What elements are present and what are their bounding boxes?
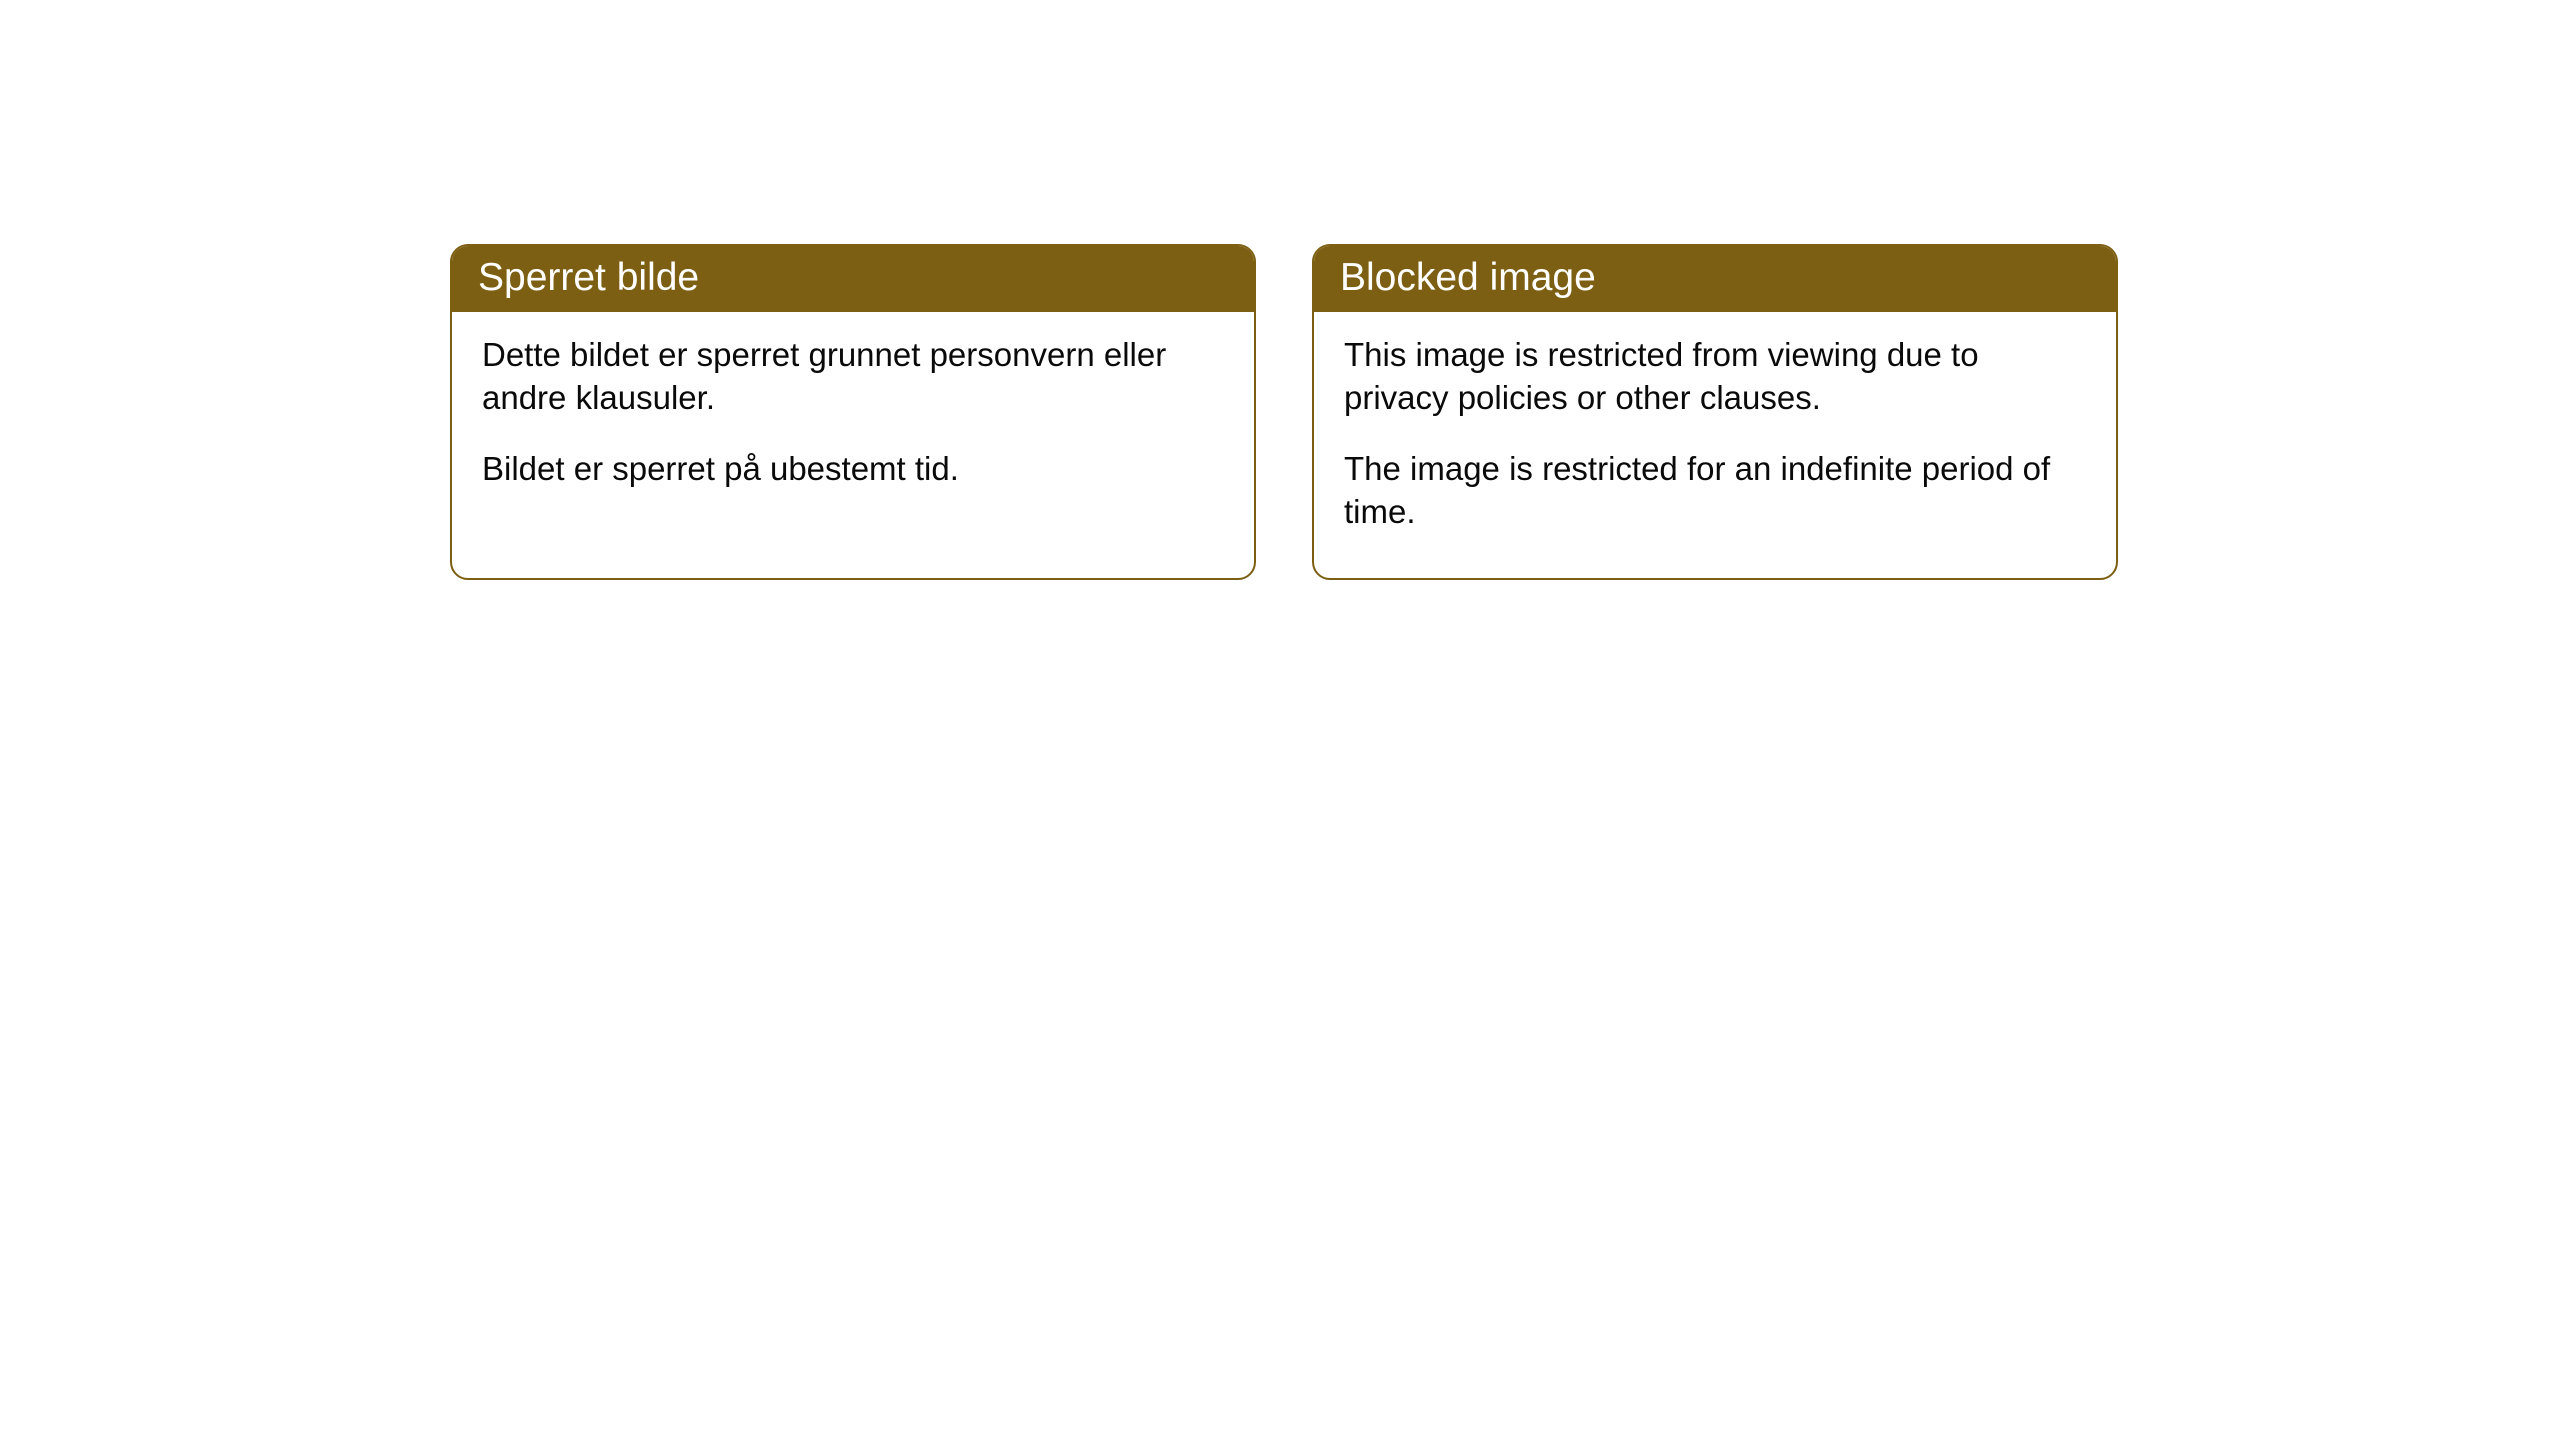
card-paragraph-1: Dette bildet er sperret grunnet personve…	[482, 334, 1224, 420]
blocked-image-card-norwegian: Sperret bilde Dette bildet er sperret gr…	[450, 244, 1256, 580]
card-paragraph-2: Bildet er sperret på ubestemt tid.	[482, 448, 1224, 491]
card-title: Blocked image	[1340, 256, 1596, 299]
blocked-image-card-english: Blocked image This image is restricted f…	[1312, 244, 2118, 580]
card-body-english: This image is restricted from viewing du…	[1314, 312, 2116, 578]
card-header-norwegian: Sperret bilde	[452, 246, 1254, 312]
card-paragraph-1: This image is restricted from viewing du…	[1344, 334, 2086, 420]
card-title: Sperret bilde	[478, 256, 699, 299]
card-body-norwegian: Dette bildet er sperret grunnet personve…	[452, 312, 1254, 535]
cards-container: Sperret bilde Dette bildet er sperret gr…	[0, 0, 2560, 580]
card-header-english: Blocked image	[1314, 246, 2116, 312]
card-paragraph-2: The image is restricted for an indefinit…	[1344, 448, 2086, 534]
